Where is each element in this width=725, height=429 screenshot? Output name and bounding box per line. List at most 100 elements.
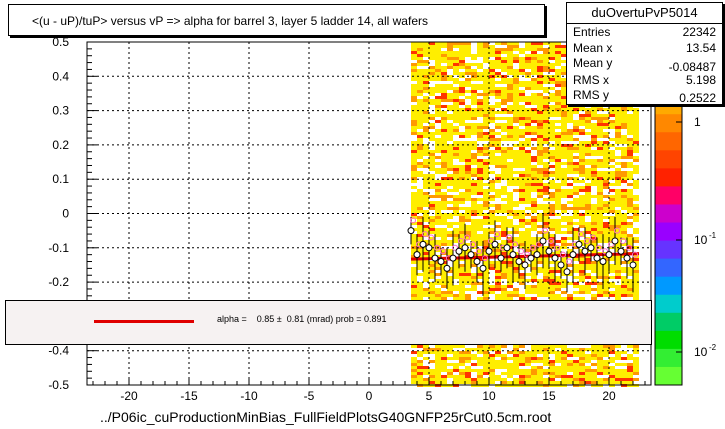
heatmap-cell xyxy=(441,279,447,282)
heatmap-cell xyxy=(549,360,555,363)
heatmap-cell xyxy=(537,186,543,189)
heatmap-cell xyxy=(441,291,447,294)
heatmap-cell xyxy=(483,297,489,300)
heatmap-cell xyxy=(459,375,465,378)
heatmap-cell xyxy=(579,195,585,198)
heatmap-cell xyxy=(507,96,513,99)
heatmap-cell xyxy=(561,258,567,261)
heatmap-cell xyxy=(627,381,633,384)
heatmap-cell xyxy=(567,363,573,366)
heatmap-cell xyxy=(621,192,627,195)
heatmap-cell xyxy=(591,348,597,351)
heatmap-cell xyxy=(561,93,567,96)
heatmap-cell xyxy=(489,150,495,153)
heatmap-cell xyxy=(543,363,549,366)
heatmap-cell xyxy=(573,171,579,174)
heatmap-cell xyxy=(561,183,567,186)
heatmap-cell xyxy=(555,219,561,222)
heatmap-cell xyxy=(603,276,609,279)
heatmap-cell xyxy=(603,267,609,270)
heatmap-cell xyxy=(537,141,543,144)
heatmap-cell xyxy=(501,372,507,375)
heatmap-cell xyxy=(423,201,429,204)
heatmap-cell xyxy=(495,72,501,75)
pink-marker xyxy=(548,237,554,244)
heatmap-cell xyxy=(549,192,555,195)
heatmap-cell xyxy=(477,63,483,66)
heatmap-cell xyxy=(489,90,495,93)
heatmap-cell xyxy=(459,165,465,168)
heatmap-cell xyxy=(483,117,489,120)
heatmap-cell xyxy=(501,234,507,237)
heatmap-cell xyxy=(441,381,447,384)
heatmap-cell xyxy=(441,207,447,210)
heatmap-cell xyxy=(585,195,591,198)
heatmap-cell xyxy=(585,261,591,264)
heatmap-cell xyxy=(495,363,501,366)
heatmap-cell xyxy=(489,288,495,291)
heatmap-cell xyxy=(435,111,441,114)
heatmap-cell xyxy=(525,171,531,174)
heatmap-cell xyxy=(561,54,567,57)
heatmap-cell xyxy=(507,372,513,375)
heatmap-cell xyxy=(567,201,573,204)
heatmap-cell xyxy=(603,231,609,234)
heatmap-cell xyxy=(411,123,417,126)
heatmap-cell xyxy=(495,174,501,177)
heatmap-cell xyxy=(411,54,417,57)
heatmap-cell xyxy=(579,360,585,363)
heatmap-cell xyxy=(459,192,465,195)
heatmap-cell xyxy=(591,297,597,300)
heatmap-cell xyxy=(591,168,597,171)
heatmap-cell xyxy=(429,45,435,48)
heatmap-cell xyxy=(429,195,435,198)
heatmap-cell xyxy=(621,213,627,216)
heatmap-cell xyxy=(579,261,585,264)
heatmap-cell xyxy=(507,129,513,132)
heatmap-cell xyxy=(477,165,483,168)
heatmap-cell xyxy=(459,180,465,183)
heatmap-cell xyxy=(519,69,525,72)
heatmap-cell xyxy=(609,126,615,129)
heatmap-cell xyxy=(507,99,513,102)
heatmap-cell xyxy=(453,363,459,366)
heatmap-cell xyxy=(579,108,585,111)
heatmap-cell xyxy=(615,297,621,300)
heatmap-cell xyxy=(501,153,507,156)
heatmap-cell xyxy=(525,291,531,294)
heatmap-cell xyxy=(549,204,555,207)
heatmap-cell xyxy=(573,156,579,159)
heatmap-cell xyxy=(525,72,531,75)
heatmap-cell xyxy=(459,90,465,93)
heatmap-cell xyxy=(501,192,507,195)
heatmap-cell xyxy=(621,279,627,282)
heatmap-cell xyxy=(483,57,489,60)
heatmap-cell xyxy=(561,156,567,159)
heatmap-cell xyxy=(507,123,513,126)
heatmap-cell xyxy=(489,162,495,165)
heatmap-cell xyxy=(615,135,621,138)
heatmap-cell xyxy=(633,123,639,126)
heatmap-cell xyxy=(543,165,549,168)
heatmap-cell xyxy=(621,120,627,123)
heatmap-cell xyxy=(567,360,573,363)
heatmap-cell xyxy=(543,219,549,222)
heatmap-cell xyxy=(633,282,639,285)
heatmap-cell xyxy=(429,231,435,234)
heatmap-cell xyxy=(471,168,477,171)
heatmap-cell xyxy=(591,126,597,129)
heatmap-cell xyxy=(483,243,489,246)
heatmap-cell xyxy=(465,243,471,246)
heatmap-cell xyxy=(459,150,465,153)
heatmap-cell xyxy=(441,66,447,69)
heatmap-cell xyxy=(597,132,603,135)
heatmap-cell xyxy=(417,153,423,156)
heatmap-cell xyxy=(513,69,519,72)
heatmap-cell xyxy=(543,105,549,108)
heatmap-cell xyxy=(483,246,489,249)
heatmap-cell xyxy=(465,171,471,174)
heatmap-cell xyxy=(417,249,423,252)
heatmap-cell xyxy=(531,45,537,48)
heatmap-cell xyxy=(495,162,501,165)
heatmap-cell xyxy=(543,210,549,213)
